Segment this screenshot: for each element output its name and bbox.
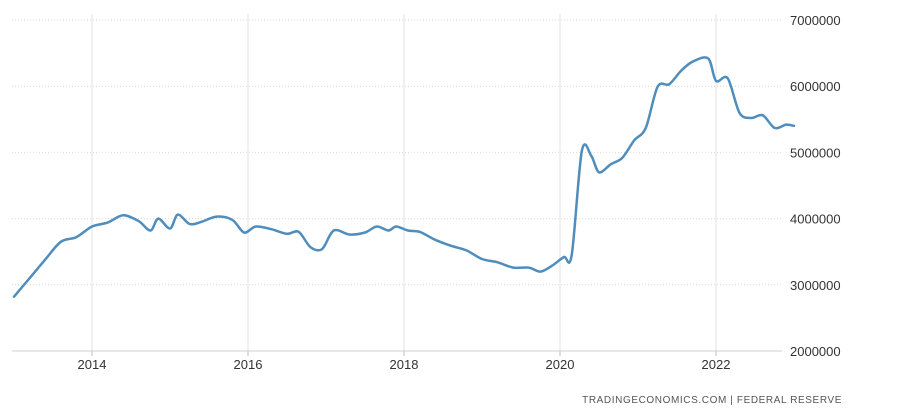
x-axis-tick-labels: 2014 2016 2018 2020 2022 — [78, 357, 731, 372]
series-line — [12, 56, 796, 298]
y-tick-label: 4000000 — [790, 212, 841, 227]
y-axis-tick-labels: 2000000 3000000 4000000 5000000 6000000 70000… — [790, 13, 841, 359]
y-tick-label: 3000000 — [790, 278, 841, 293]
x-tick-label: 2020 — [546, 357, 575, 372]
y-tick-label: 7000000 — [790, 13, 841, 28]
x-tick-label: 2018 — [390, 357, 419, 372]
x-tick-label: 2016 — [234, 357, 263, 372]
gridlines — [12, 14, 782, 356]
y-tick-label: 2000000 — [790, 344, 841, 359]
y-tick-label: 6000000 — [790, 79, 841, 94]
y-tick-label: 5000000 — [790, 145, 841, 160]
x-tick-label: 2014 — [78, 357, 107, 372]
x-tick-label: 2022 — [702, 357, 731, 372]
source-attribution: TRADINGECONOMICS.COM | FEDERAL RESERVE — [582, 395, 842, 406]
